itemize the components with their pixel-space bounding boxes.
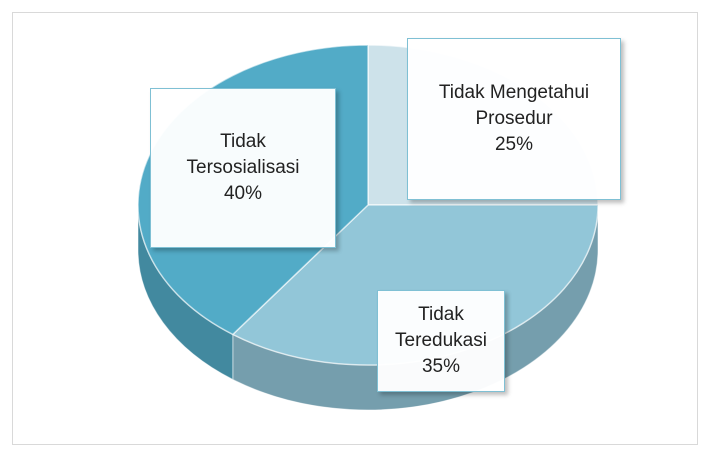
label-name: Tidak Mengetahui Prosedur xyxy=(438,82,590,129)
label-value: 35% xyxy=(421,356,461,377)
label-value: 25% xyxy=(494,134,534,155)
data-label: Tidak Tersosialisasi 40% xyxy=(150,88,336,248)
data-label: Tidak Teredukasi 35% xyxy=(377,290,505,392)
data-label: Tidak Mengetahui Prosedur 25% xyxy=(407,38,621,200)
label-name: Tidak Teredukasi xyxy=(395,304,487,351)
chart-frame xyxy=(12,12,698,445)
label-name: Tidak Tersosialisasi xyxy=(186,131,300,178)
label-value: 40% xyxy=(223,183,263,204)
